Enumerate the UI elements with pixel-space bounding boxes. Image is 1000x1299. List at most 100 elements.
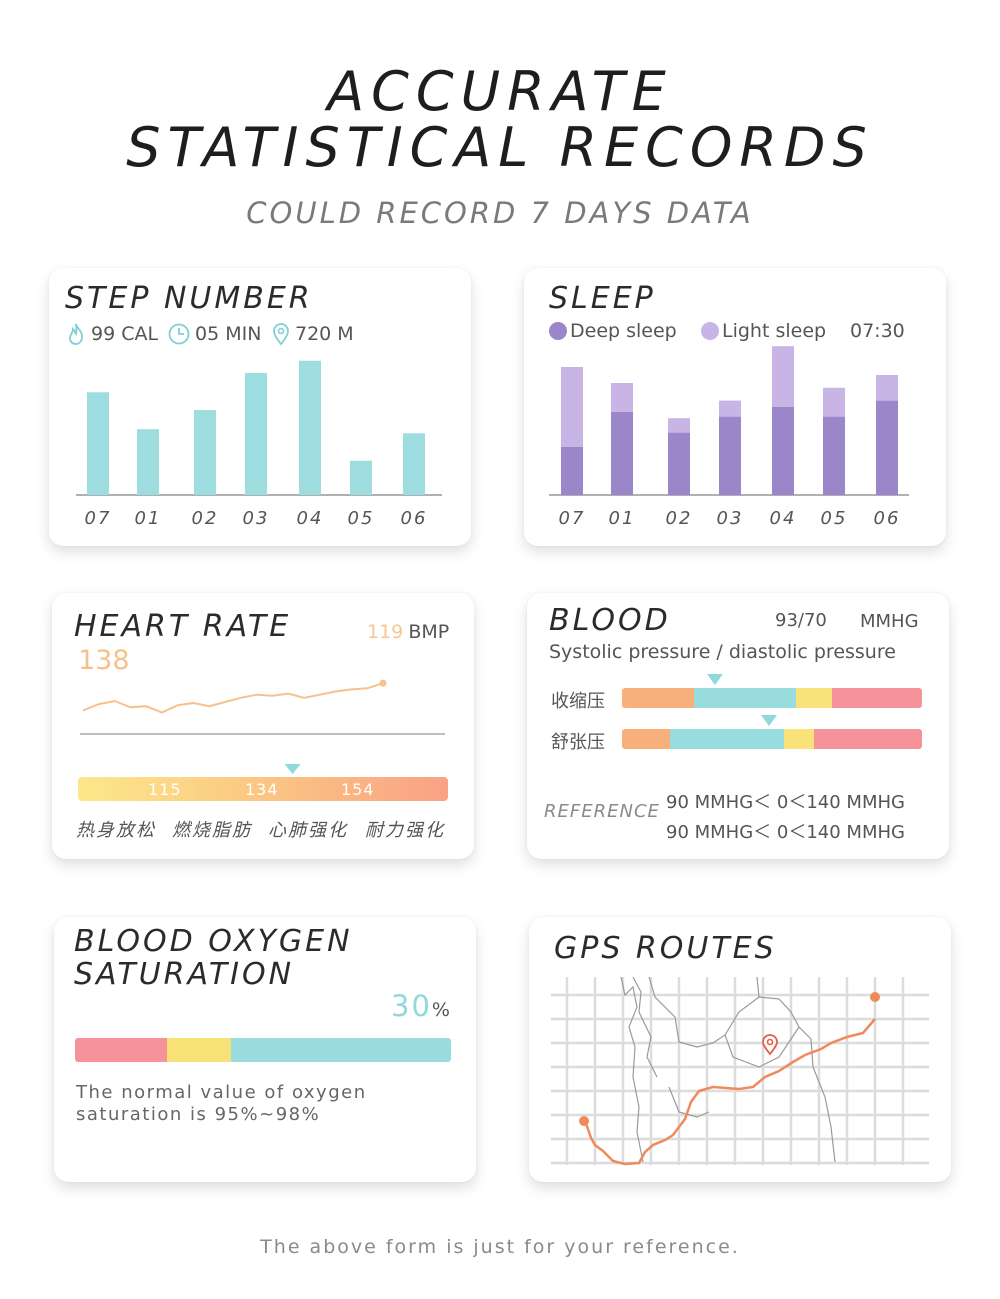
current-heart-rate-value: 119 [367, 621, 404, 643]
blood-pressure-card: BLOOD 93/70 MMHG Systolic pressure / dia… [527, 593, 949, 859]
location-pin-icon [762, 1034, 778, 1056]
legend-light-sleep: Light sleep [701, 320, 826, 342]
sleep-x-tick: 04 [770, 508, 797, 529]
zone-label-2: 燃烧脂肪 [172, 820, 252, 841]
duration-value: 05 MIN [195, 323, 262, 345]
reference-line-2: 90 MMHG＜ 0＜140 MMHG [666, 822, 905, 843]
sleep-x-tick: 07 [559, 508, 586, 529]
oxygen-value-number: 30 [391, 989, 432, 1023]
light-sleep-bar [772, 346, 794, 407]
route-start-dot [579, 1116, 589, 1126]
deep-sleep-bar [611, 411, 633, 495]
blood-title: BLOOD [549, 603, 671, 638]
deep-sleep-label: Deep sleep [570, 320, 677, 342]
oxygen-title-line1: BLOOD OXYGEN [74, 924, 353, 959]
step-x-tick: 07 [85, 508, 112, 529]
current-heart-rate: 119 BMP [367, 621, 449, 643]
deep-sleep-bar [719, 416, 741, 495]
deep-sleep-bar [823, 416, 845, 495]
reference-line-1: 90 MMHG＜ 0＜140 MMHG [666, 792, 905, 813]
heart-zone-bar [78, 777, 448, 801]
blood-unit: MMHG [860, 611, 919, 632]
distance-stat: 720 M [271, 322, 354, 346]
location-pin-icon [273, 323, 289, 346]
blood-markers [707, 674, 777, 726]
oxygen-value-unit: % [431, 999, 450, 1021]
step-card-title: STEP NUMBER [65, 281, 313, 316]
light-sleep-swatch [701, 322, 719, 340]
reference-label: REFERENCE [544, 801, 660, 822]
oxygen-level-bar [75, 1038, 451, 1062]
step-x-tick: 01 [135, 508, 162, 529]
gps-title: GPS ROUTES [554, 931, 777, 966]
step-x-tick: 04 [297, 508, 324, 529]
step-x-tick: 03 [243, 508, 270, 529]
zone-threshold-1: 115 [148, 780, 182, 799]
light-sleep-label: Light sleep [722, 320, 827, 342]
blood-subtitle: Systolic pressure / diastolic pressure [549, 641, 896, 663]
step-x-tick: 05 [348, 508, 375, 529]
light-sleep-bar [611, 383, 633, 412]
step-bar [403, 433, 425, 495]
duration-stat: 05 MIN [167, 322, 261, 346]
heart-rate-card: HEART RATE 119 BMP 138 115 134 154 热身放松 … [52, 593, 474, 859]
sleep-x-tick: 03 [717, 508, 744, 529]
route-end-dot [870, 992, 880, 1002]
page-title-line2: STATISTICAL RECORDS [126, 116, 874, 179]
deep-sleep-bar [772, 407, 794, 495]
diastolic-bar [622, 729, 922, 749]
gps-map [551, 976, 929, 1166]
heart-rate-line [82, 682, 384, 714]
heart-rate-line-chart [80, 679, 445, 735]
oxygen-title-line2: SATURATION [74, 957, 295, 992]
step-bar [137, 429, 159, 495]
gps-route [582, 1018, 876, 1166]
page-subtitle: COULD RECORD 7 DAYS DATA [246, 196, 754, 230]
light-sleep-bar [719, 400, 741, 417]
heart-rate-end-point [379, 679, 387, 687]
calorie-value: 99 CAL [91, 323, 159, 345]
distance-value: 720 M [295, 323, 354, 345]
systolic-marker-icon [707, 674, 723, 685]
step-x-tick: 06 [401, 508, 428, 529]
light-sleep-bar [561, 367, 583, 447]
sleep-bar-chart: 07 01 02 03 04 05 06 [549, 346, 909, 529]
sleep-card-title: SLEEP [549, 281, 656, 316]
sleep-x-tick: 06 [874, 508, 901, 529]
heart-rate-title: HEART RATE [74, 609, 292, 644]
step-bar [87, 392, 109, 495]
step-bar [194, 410, 216, 495]
step-bar [350, 460, 372, 495]
footer-note: The above form is just for your referenc… [260, 1236, 740, 1258]
systolic-label: 收缩压 [551, 691, 605, 712]
zone-label-1: 热身放松 [76, 820, 156, 841]
gps-routes-card: GPS ROUTES [529, 917, 951, 1182]
clock-icon [168, 323, 190, 345]
deep-sleep-bar [561, 447, 583, 495]
peak-heart-rate: 138 [78, 645, 130, 676]
deep-sleep-bar [668, 432, 690, 495]
oxygen-note-line1: The normal value of oxygen [76, 1082, 367, 1103]
blood-reading: 93/70 [775, 610, 827, 631]
step-x-tick: 02 [192, 508, 219, 529]
deep-sleep-bar [876, 400, 898, 495]
light-sleep-bar [668, 418, 690, 433]
systolic-bar [622, 688, 922, 708]
zone-threshold-3: 154 [341, 780, 375, 799]
blood-oxygen-card: BLOOD OXYGEN SATURATION 30% The normal v… [54, 917, 476, 1182]
diastolic-marker-icon [761, 715, 777, 726]
light-sleep-bar [823, 387, 845, 417]
calorie-stat: 99 CAL [65, 322, 158, 346]
sleep-time: 07:30 [850, 320, 905, 342]
oxygen-note-line2: saturation is 95%~98% [76, 1104, 321, 1125]
oxygen-value: 30% [391, 989, 450, 1023]
step-bar [299, 360, 321, 495]
zone-label-3: 心肺强化 [268, 820, 348, 841]
step-bar [245, 373, 267, 495]
light-sleep-bar [876, 375, 898, 401]
sleep-card: SLEEP Deep sleep Light sleep 07:30 07 01 0… [524, 268, 946, 546]
sleep-x-tick: 05 [821, 508, 848, 529]
deep-sleep-swatch [549, 322, 567, 340]
zone-label-4: 耐力强化 [365, 820, 445, 841]
sleep-x-tick: 02 [666, 508, 693, 529]
